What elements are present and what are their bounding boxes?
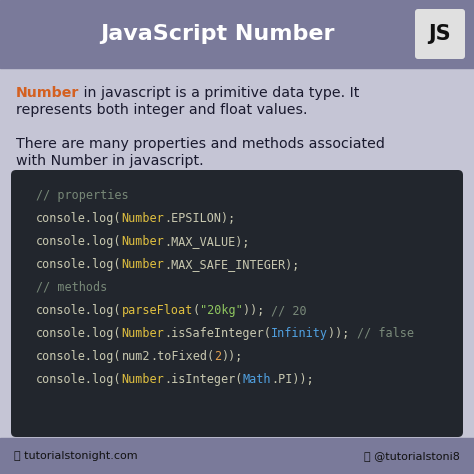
Text: .isInteger(: .isInteger(	[164, 373, 243, 386]
Text: ));: ));	[221, 350, 243, 363]
Text: .MAX_SAFE_INTEGER);: .MAX_SAFE_INTEGER);	[164, 258, 300, 271]
Text: ));: ));	[328, 327, 356, 340]
Text: Number: Number	[16, 86, 79, 100]
Text: There are many properties and methods associated: There are many properties and methods as…	[16, 137, 385, 151]
Text: in javascript is a primitive data type. It: in javascript is a primitive data type. …	[79, 86, 360, 100]
Text: num2: num2	[121, 350, 150, 363]
Text: .toFixed(: .toFixed(	[150, 350, 214, 363]
Text: // 20: // 20	[271, 304, 307, 317]
Text: parseFloat: parseFloat	[121, 304, 193, 317]
Text: Number: Number	[121, 373, 164, 386]
Text: .isSafeInteger(: .isSafeInteger(	[164, 327, 271, 340]
Text: console.log(: console.log(	[36, 327, 121, 340]
Text: console.log(: console.log(	[36, 212, 121, 225]
Text: Infinity: Infinity	[271, 327, 328, 340]
Text: .EPSILON);: .EPSILON);	[164, 212, 236, 225]
Text: Number: Number	[121, 212, 164, 225]
Text: ⓘ tutorialstonight.com: ⓘ tutorialstonight.com	[14, 451, 137, 461]
Text: // false: // false	[356, 327, 414, 340]
Text: represents both integer and float values.: represents both integer and float values…	[16, 103, 308, 117]
Text: console.log(: console.log(	[36, 373, 121, 386]
FancyBboxPatch shape	[415, 9, 465, 59]
Text: with Number in javascript.: with Number in javascript.	[16, 154, 204, 168]
Text: (: (	[193, 304, 200, 317]
Text: Number: Number	[121, 235, 164, 248]
Text: JavaScript Number: JavaScript Number	[100, 24, 334, 44]
Text: .PI));: .PI));	[271, 373, 314, 386]
Text: // methods: // methods	[36, 281, 107, 294]
Text: console.log(: console.log(	[36, 235, 121, 248]
Text: .MAX_VALUE);: .MAX_VALUE);	[164, 235, 250, 248]
Text: Number: Number	[121, 258, 164, 271]
Text: console.log(: console.log(	[36, 350, 121, 363]
Text: 🐦 @tutorialstoni8: 🐦 @tutorialstoni8	[364, 451, 460, 461]
Text: "20kg": "20kg"	[200, 304, 243, 317]
Text: console.log(: console.log(	[36, 258, 121, 271]
Bar	[0, 438, 474, 474]
Text: Number: Number	[121, 327, 164, 340]
Text: console.log(: console.log(	[36, 304, 121, 317]
Text: JS: JS	[428, 24, 451, 44]
Bar	[0, 0, 474, 68]
Text: Math: Math	[243, 373, 271, 386]
Text: 2: 2	[214, 350, 221, 363]
FancyBboxPatch shape	[11, 170, 463, 437]
Text: ));: ));	[243, 304, 271, 317]
Text: // properties: // properties	[36, 189, 128, 202]
